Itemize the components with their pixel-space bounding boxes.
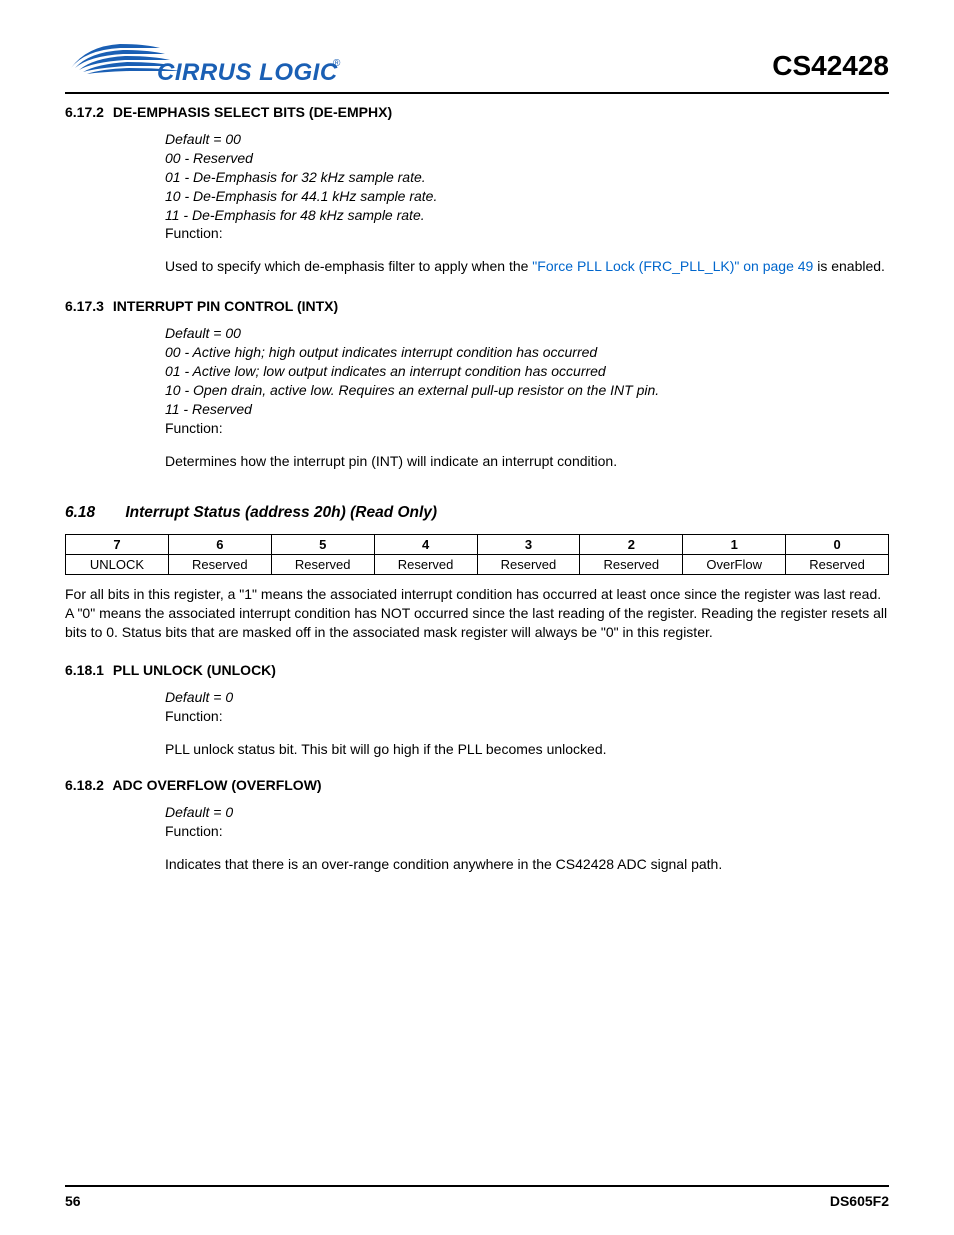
option-line: 01 - De-Emphasis for 32 kHz sample rate.: [165, 168, 889, 187]
section-title: Interrupt Status (address 20h) (Read Onl…: [125, 504, 437, 521]
function-label: Function:: [165, 419, 889, 438]
option-line: 00 - Reserved: [165, 149, 889, 168]
body-text: Indicates that there is an over-range co…: [165, 856, 722, 872]
bit-header: 3: [477, 535, 580, 555]
table-row: UNLOCK Reserved Reserved Reserved Reserv…: [66, 555, 889, 575]
default-line: Default = 0: [165, 803, 889, 822]
function-label: Function:: [165, 224, 889, 243]
svg-text:CIRRUS LOGIC: CIRRUS LOGIC: [157, 59, 338, 86]
page-number: 56: [65, 1193, 81, 1209]
bit-cell: Reserved: [374, 555, 477, 575]
section-6-17-2-defaults: Default = 00 00 - Reserved 01 - De-Empha…: [165, 130, 889, 243]
section-number: 6.18.1: [65, 662, 109, 678]
option-line: 10 - Open drain, active low. Requires an…: [165, 381, 889, 400]
body-text: Determines how the interrupt pin (INT) w…: [165, 453, 617, 469]
cirrus-logic-logo: CIRRUS LOGIC ®: [65, 30, 345, 88]
section-title: DE-EMPHASIS SELECT BITS (DE-EMPHX): [113, 104, 392, 120]
section-title: PLL UNLOCK (UNLOCK): [113, 662, 276, 678]
section-6-18-heading: 6.18 Interrupt Status (address 20h) (Rea…: [65, 504, 889, 522]
section-6-18-body: For all bits in this register, a "1" mea…: [65, 585, 889, 642]
svg-text:®: ®: [333, 58, 341, 69]
bit-cell: UNLOCK: [66, 555, 169, 575]
page-footer: 56 DS605F2: [65, 1185, 889, 1209]
option-line: 11 - De-Emphasis for 48 kHz sample rate.: [165, 206, 889, 225]
bit-cell: Reserved: [786, 555, 889, 575]
table-header-row: 7 6 5 4 3 2 1 0: [66, 535, 889, 555]
section-6-18-1-defaults: Default = 0 Function:: [165, 688, 889, 726]
function-label: Function:: [165, 707, 889, 726]
option-line: 01 - Active low; low output indicates an…: [165, 362, 889, 381]
section-6-18-2-defaults: Default = 0 Function:: [165, 803, 889, 841]
bit-cell: OverFlow: [683, 555, 786, 575]
function-label: Function:: [165, 822, 889, 841]
section-number: 6.17.3: [65, 298, 109, 314]
section-6-17-2-body: Used to specify which de-emphasis filter…: [165, 257, 889, 276]
section-6-17-3-body: Determines how the interrupt pin (INT) w…: [165, 452, 889, 471]
section-6-18-2-body: Indicates that there is an over-range co…: [165, 855, 889, 874]
section-6-18-1-body: PLL unlock status bit. This bit will go …: [165, 740, 889, 759]
section-6-17-3-defaults: Default = 00 00 - Active high; high outp…: [165, 324, 889, 437]
default-line: Default = 00: [165, 130, 889, 149]
option-line: 10 - De-Emphasis for 44.1 kHz sample rat…: [165, 187, 889, 206]
default-line: Default = 0: [165, 688, 889, 707]
bit-header: 7: [66, 535, 169, 555]
section-6-18-2-heading: 6.18.2 ADC OVERFLOW (OVERFLOW): [65, 777, 889, 793]
option-line: 11 - Reserved: [165, 400, 889, 419]
body-text: PLL unlock status bit. This bit will go …: [165, 741, 607, 757]
part-number: CS42428: [772, 50, 889, 82]
page-header: CIRRUS LOGIC ® CS42428: [65, 30, 889, 94]
bit-header: 0: [786, 535, 889, 555]
bit-cell: Reserved: [271, 555, 374, 575]
section-number: 6.18: [65, 504, 121, 522]
bit-cell: Reserved: [580, 555, 683, 575]
register-table: 7 6 5 4 3 2 1 0 UNLOCK Reserved Reserved…: [65, 534, 889, 575]
bit-header: 4: [374, 535, 477, 555]
body-text: is enabled.: [813, 258, 885, 274]
doc-id: DS605F2: [830, 1193, 889, 1209]
body-text: Used to specify which de-emphasis filter…: [165, 258, 532, 274]
bit-header: 2: [580, 535, 683, 555]
bit-cell: Reserved: [168, 555, 271, 575]
section-6-17-2-heading: 6.17.2 DE-EMPHASIS SELECT BITS (DE-EMPHX…: [65, 104, 889, 120]
section-6-18-1-heading: 6.18.1 PLL UNLOCK (UNLOCK): [65, 662, 889, 678]
section-number: 6.18.2: [65, 777, 109, 793]
bit-header: 5: [271, 535, 374, 555]
body-text: For all bits in this register, a "1" mea…: [65, 586, 887, 640]
option-line: 00 - Active high; high output indicates …: [165, 343, 889, 362]
section-number: 6.17.2: [65, 104, 109, 120]
bit-header: 6: [168, 535, 271, 555]
section-title: ADC OVERFLOW (OVERFLOW): [112, 777, 321, 793]
section-title: INTERRUPT PIN CONTROL (INTX): [113, 298, 338, 314]
section-6-17-3-heading: 6.17.3 INTERRUPT PIN CONTROL (INTX): [65, 298, 889, 314]
cross-ref-link[interactable]: "Force PLL Lock (FRC_PLL_LK)" on page 49: [532, 258, 813, 274]
bit-header: 1: [683, 535, 786, 555]
default-line: Default = 00: [165, 324, 889, 343]
page: CIRRUS LOGIC ® CS42428 6.17.2 DE-EMPHASI…: [0, 0, 954, 1235]
bit-cell: Reserved: [477, 555, 580, 575]
